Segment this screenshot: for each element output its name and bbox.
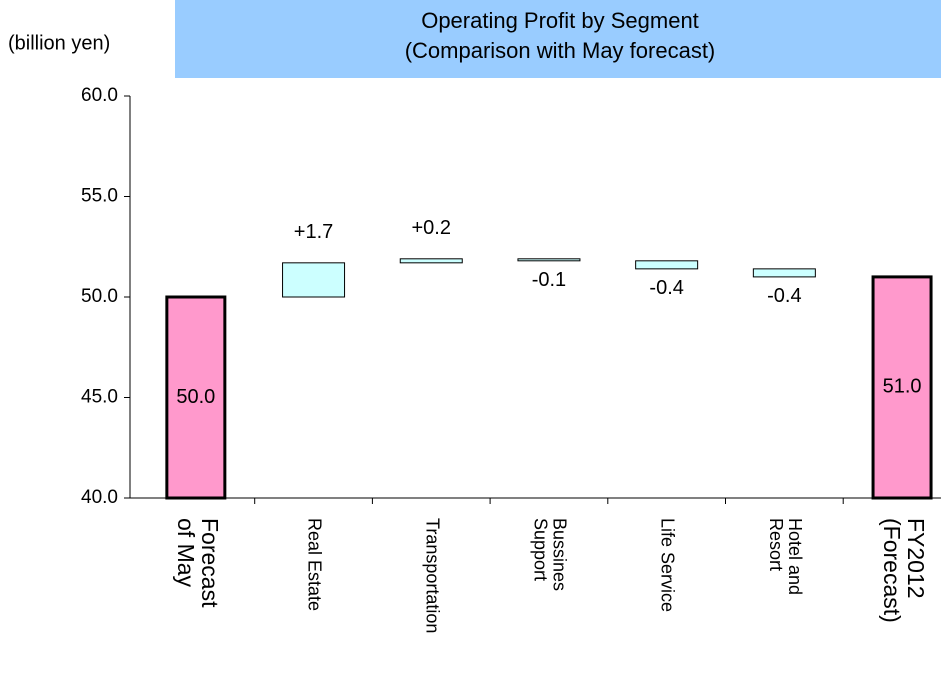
x-tick-label-line: FY2012 xyxy=(903,518,929,599)
x-tick-label-line: Hotel and xyxy=(785,518,805,595)
x-tick-label-line: Bussines xyxy=(550,518,570,591)
x-tick-label-line: Life Service xyxy=(658,518,678,612)
x-tick-label: Hotel andResort xyxy=(766,518,805,595)
x-tick-label: Forecastof May xyxy=(173,518,223,608)
x-tick-label-line: Real Estate xyxy=(305,518,325,611)
value-label: 51.0 xyxy=(883,376,922,398)
chart-subtitle: (Comparison with May forecast) xyxy=(405,38,716,63)
title-box xyxy=(175,0,941,78)
delta-bar xyxy=(282,262,346,298)
value-label: +0.2 xyxy=(412,217,451,239)
x-tick-label-line: of May xyxy=(173,518,199,588)
delta-bar xyxy=(635,260,699,270)
x-tick-label-line: Transportation xyxy=(423,518,443,633)
total-bar xyxy=(165,295,227,500)
y-tick-label: 40.0 xyxy=(81,487,118,508)
y-tick-label: 45.0 xyxy=(81,387,118,408)
x-tick-label: Real Estate xyxy=(305,518,325,611)
x-tick-label-line: Resort xyxy=(766,518,786,571)
value-label: +1.7 xyxy=(294,221,333,243)
y-tick-label: 50.0 xyxy=(81,286,118,307)
x-tick-label-line: Support xyxy=(531,518,551,581)
y-tick-label: 60.0 xyxy=(81,85,118,106)
x-tick-label: Transportation xyxy=(423,518,443,633)
chart-title: Operating Profit by Segment xyxy=(421,8,699,33)
value-label: 50.0 xyxy=(176,386,215,408)
x-tick-label-line: Forecast xyxy=(197,518,223,608)
x-tick-label: BussinesSupport xyxy=(531,518,570,591)
delta-bar xyxy=(399,258,463,264)
delta-bar xyxy=(517,258,581,262)
delta-bar xyxy=(752,268,816,278)
y-axis-label: (billion yen) xyxy=(8,32,110,54)
x-tick-label: Life Service xyxy=(658,518,678,612)
x-tick-label: FY2012(Forecast) xyxy=(879,518,929,623)
total-bar xyxy=(871,275,933,500)
value-label: -0.1 xyxy=(532,269,566,291)
value-label: -0.4 xyxy=(767,285,801,307)
value-label: -0.4 xyxy=(649,277,683,299)
x-tick-label-line: (Forecast) xyxy=(879,518,905,623)
y-tick-label: 55.0 xyxy=(81,186,118,207)
